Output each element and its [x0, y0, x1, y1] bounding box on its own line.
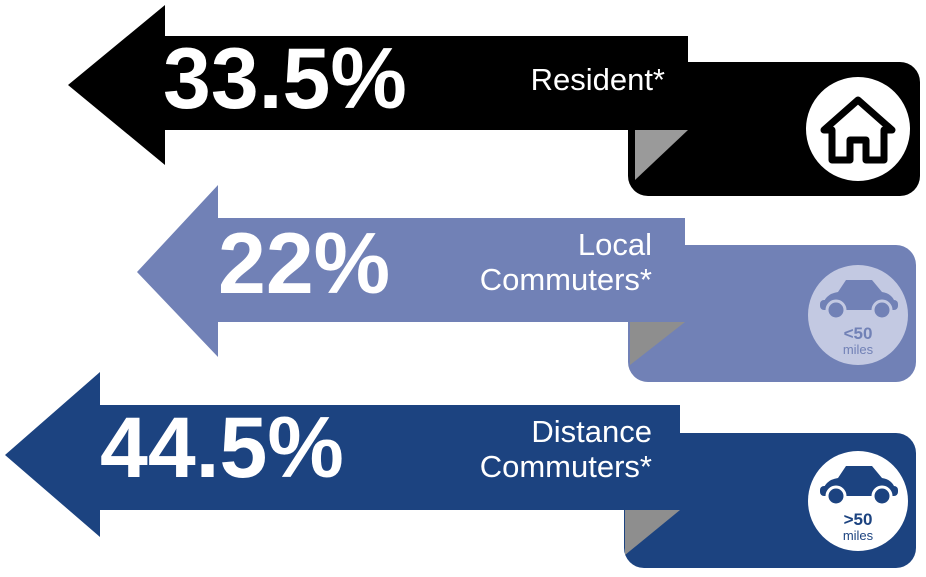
icon-unit: miles	[843, 528, 874, 543]
percent: 22%	[218, 216, 390, 312]
distance-arrow: 44.5% Distance Commuters* >50 miles	[5, 372, 916, 568]
label: Resident*	[531, 62, 665, 97]
label: Distance	[531, 414, 652, 449]
label: Commuters*	[480, 449, 652, 484]
percent: 33.5%	[163, 31, 407, 127]
label: Local	[578, 227, 652, 262]
resident-arrow: 33.5% Resident*	[68, 5, 920, 196]
local-arrow: 22% Local Commuters* <50 miles	[137, 185, 916, 382]
icon-distance: >50	[844, 510, 873, 529]
label: Commuters*	[480, 262, 652, 297]
icon-unit: miles	[843, 342, 874, 357]
percent: 44.5%	[100, 400, 344, 496]
icon-distance: <50	[844, 324, 873, 343]
